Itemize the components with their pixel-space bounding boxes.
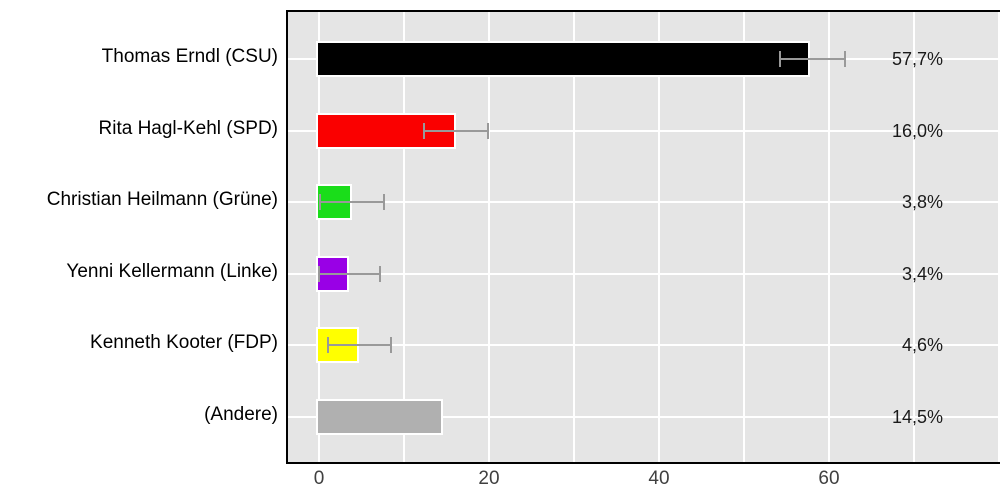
gridline-vertical xyxy=(573,12,575,462)
error-bar-cap-low xyxy=(318,265,320,282)
error-bar-cap-low xyxy=(778,51,781,67)
category-label: Christian Heilmann (Grüne) xyxy=(46,189,278,210)
value-label: 57,7% xyxy=(891,49,943,69)
error-bar-cap-high xyxy=(487,122,490,139)
error-bar-line xyxy=(424,129,489,132)
error-bar-cap-high xyxy=(379,265,382,282)
x-tick-label: 20 xyxy=(478,468,500,489)
category-label: Thomas Erndl (CSU) xyxy=(101,46,278,67)
gridline-horizontal xyxy=(288,415,1000,418)
error-bar-cap-high xyxy=(390,337,393,353)
error-bar-line xyxy=(319,201,385,203)
category-label: Yenni Kellermann (Linke) xyxy=(66,260,278,282)
error-bar-cap-low xyxy=(423,122,426,139)
x-tick-label: 60 xyxy=(818,468,840,489)
value-label: 3,8% xyxy=(901,192,943,212)
gridline-horizontal xyxy=(288,129,1000,132)
value-label: 4,6% xyxy=(901,335,943,355)
error-bar-line xyxy=(319,272,381,275)
gridline-vertical xyxy=(743,12,745,462)
gridline-vertical xyxy=(913,12,915,462)
error-bar-cap-low xyxy=(326,337,329,353)
error-bar-line xyxy=(327,344,392,346)
gridline-horizontal xyxy=(288,272,1000,275)
gridline-horizontal xyxy=(288,344,1000,346)
gridline-vertical xyxy=(488,12,490,462)
category-label: Rita Hagl-Kehl (SPD) xyxy=(98,117,279,139)
x-tick-label: 40 xyxy=(648,468,670,489)
error-bar-line xyxy=(779,58,846,60)
error-bar-cap-high xyxy=(844,51,847,67)
gridline-horizontal xyxy=(288,201,1000,203)
value-label: 16,0% xyxy=(891,120,943,141)
error-bar-cap-high xyxy=(383,194,386,210)
gridline-vertical xyxy=(403,12,405,462)
bar xyxy=(318,43,809,75)
gridline-vertical xyxy=(998,12,1000,462)
gridline-vertical xyxy=(658,12,660,462)
bar xyxy=(318,400,442,433)
plot-panel: 57,7% 16,0% 3,8% 3,4% 4,6% 14,5% xyxy=(286,10,1000,464)
error-bar-cap-low xyxy=(318,194,321,210)
value-label: 3,4% xyxy=(901,263,943,284)
category-label: (Andere) xyxy=(204,403,278,425)
value-label: 14,5% xyxy=(891,406,943,427)
gridline-vertical xyxy=(318,12,320,462)
gridline-vertical xyxy=(828,12,830,462)
x-tick-label: 0 xyxy=(313,468,325,489)
category-label: Kenneth Kooter (FDP) xyxy=(90,332,278,353)
